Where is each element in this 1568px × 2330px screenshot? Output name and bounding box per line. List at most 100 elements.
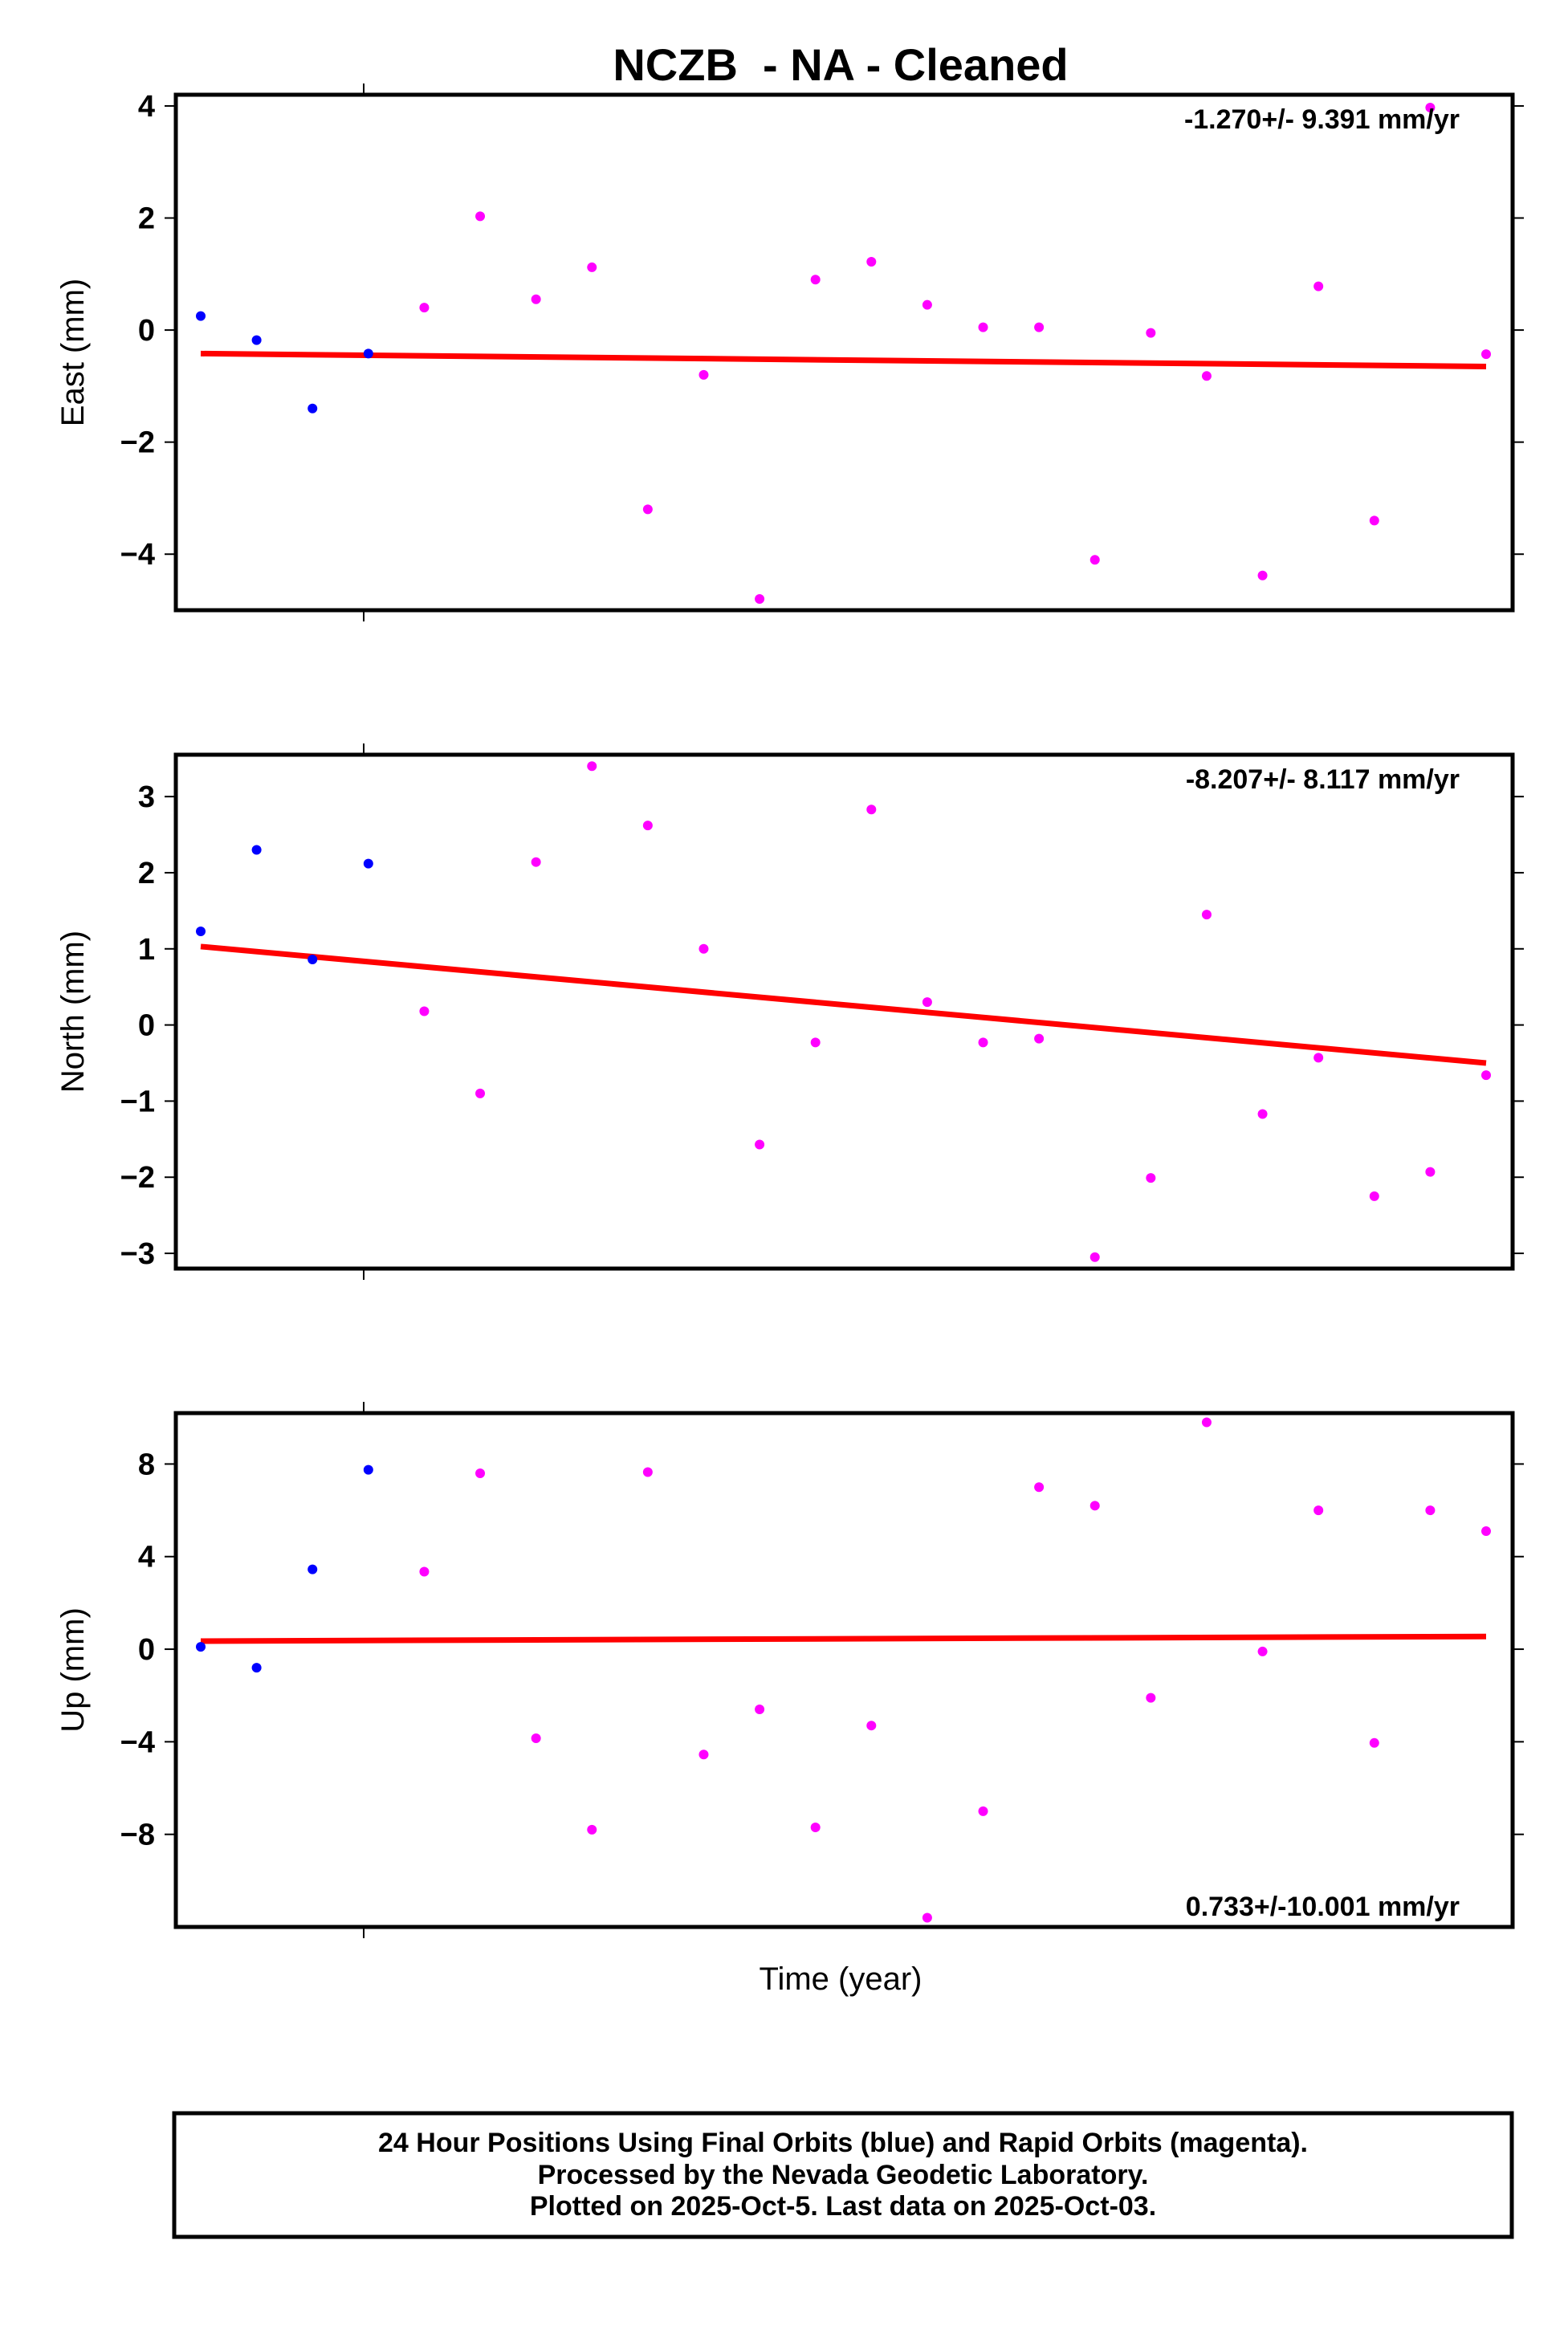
- up-ytick-label: 0: [138, 1633, 155, 1667]
- east-rapid-point: [419, 303, 430, 313]
- up-panel: 8 4 0 −4 −8 Up (mm) 0.733+/-10.001 mm/yr: [55, 1402, 1524, 1938]
- north-rapid-point: [866, 805, 877, 815]
- east-rapid-point: [978, 322, 988, 332]
- north-rapid-point: [1201, 910, 1212, 920]
- chart-title: NCZB - NA - Cleaned: [613, 39, 1068, 90]
- east-final-point: [251, 335, 262, 345]
- east-rapid-point: [1425, 103, 1436, 113]
- up-rapid-point: [978, 1806, 988, 1816]
- north-final-point: [363, 858, 373, 869]
- up-rapid-point: [1481, 1526, 1491, 1537]
- panels: 4 2 0 −2 −4 East (mm) -1.270+/- 9.391 mm/yr 3 2 1…: [55, 84, 1524, 1938]
- north-ytick-label: 3: [138, 780, 155, 814]
- east-trend-line: [200, 350, 1487, 369]
- up-ytick-label: −8: [120, 1819, 155, 1852]
- up-rapid-point: [475, 1468, 486, 1478]
- north-rapid-point: [978, 1037, 988, 1048]
- north-rapid-point: [1034, 1033, 1045, 1044]
- up-trend-line: [200, 1633, 1487, 1644]
- east-final-point: [196, 311, 206, 321]
- up-rapid-point: [866, 1721, 877, 1731]
- east-rapid-point: [1257, 570, 1268, 580]
- north-rapid-point: [1146, 1173, 1156, 1183]
- north-rapid-point: [755, 1139, 765, 1150]
- up-rapid-point: [1369, 1737, 1379, 1748]
- north-rapid-point: [1257, 1109, 1268, 1119]
- north-rate-label: -8.207+/- 8.117 mm/yr: [1186, 764, 1460, 795]
- east-rapid-point: [642, 504, 653, 515]
- north-rapid-point: [475, 1088, 486, 1098]
- up-rapid-point: [531, 1733, 541, 1744]
- north-trend-line: [200, 943, 1487, 1066]
- north-rapid-point: [922, 997, 932, 1008]
- footer-line-1: 24 Hour Positions Using Final Orbits (bl…: [378, 2128, 1308, 2158]
- north-ytick-label: 0: [138, 1009, 155, 1043]
- east-panel: 4 2 0 −2 −4 East (mm) -1.270+/- 9.391 mm/yr: [55, 84, 1524, 621]
- up-rapid-point: [1257, 1646, 1268, 1656]
- up-rapid-point: [1201, 1417, 1212, 1428]
- north-rapid-point: [1425, 1167, 1436, 1177]
- east-ytick-label: 0: [138, 314, 155, 348]
- east-rapid-point: [866, 256, 877, 267]
- footer-box: [172, 2111, 1514, 2239]
- east-plot-frame: [173, 92, 1515, 613]
- up-rate-label: 0.733+/-10.001 mm/yr: [1186, 1892, 1460, 1922]
- up-rapid-point: [587, 1824, 597, 1835]
- north-rapid-point: [1481, 1070, 1491, 1081]
- up-ytick-label: 8: [138, 1448, 155, 1481]
- east-rapid-point: [810, 275, 821, 285]
- east-rapid-point: [587, 262, 597, 272]
- north-plot-frame: [173, 752, 1515, 1271]
- east-rapid-point: [1369, 515, 1379, 526]
- up-ytick-label: 4: [138, 1541, 155, 1574]
- north-rapid-point: [698, 943, 709, 954]
- east-ytick-label: 2: [138, 202, 155, 236]
- east-ytick-label: −4: [120, 538, 155, 572]
- north-y-axis-label: North (mm): [55, 931, 91, 1093]
- east-rate-label: -1.270+/- 9.391 mm/yr: [1184, 104, 1460, 135]
- up-ytick-label: −4: [120, 1725, 155, 1759]
- north-ytick-label: 2: [138, 857, 155, 890]
- north-ytick-label: 1: [138, 933, 155, 967]
- north-rapid-point: [531, 857, 541, 867]
- up-rapid-point: [1089, 1501, 1100, 1511]
- north-ytick-label: −2: [120, 1161, 155, 1195]
- north-rapid-point: [1089, 1252, 1100, 1262]
- up-rapid-point: [922, 1912, 932, 1923]
- up-rapid-point: [1425, 1505, 1436, 1516]
- up-rapid-point: [1034, 1482, 1045, 1493]
- east-final-point: [363, 348, 373, 359]
- north-rapid-point: [810, 1037, 821, 1048]
- east-rapid-point: [755, 594, 765, 605]
- east-rapid-point: [1089, 555, 1100, 565]
- east-rapid-point: [1313, 281, 1324, 291]
- north-ytick-label: −3: [120, 1237, 155, 1271]
- footer-line-2: Processed by the Nevada Geodetic Laborat…: [538, 2160, 1149, 2190]
- east-rapid-point: [922, 299, 932, 310]
- north-rapid-point: [419, 1006, 430, 1016]
- east-ytick-label: 4: [138, 90, 155, 124]
- east-rapid-point: [1034, 322, 1045, 332]
- north-final-point: [251, 845, 262, 855]
- up-rapid-point: [642, 1467, 653, 1477]
- north-rapid-point: [1369, 1191, 1379, 1201]
- x-axis-label: Time (year): [760, 1961, 922, 1997]
- up-rapid-point: [810, 1823, 821, 1833]
- up-final-point: [363, 1464, 373, 1475]
- east-rapid-point: [698, 369, 709, 380]
- north-rapid-point: [587, 761, 597, 772]
- north-rapid-point: [1313, 1053, 1324, 1063]
- up-rapid-point: [1146, 1693, 1156, 1703]
- up-y-axis-label: Up (mm): [55, 1607, 91, 1733]
- up-final-point: [196, 1642, 206, 1652]
- north-final-point: [307, 955, 318, 965]
- east-rapid-point: [1146, 328, 1156, 338]
- up-final-point: [307, 1564, 318, 1574]
- up-plot-frame: [173, 1411, 1515, 1929]
- up-rapid-point: [419, 1566, 430, 1577]
- north-rapid-point: [642, 821, 653, 831]
- east-rapid-point: [1201, 371, 1212, 381]
- up-rapid-point: [1313, 1505, 1324, 1516]
- footer-line-3: Plotted on 2025-Oct-5. Last data on 2025…: [530, 2191, 1156, 2222]
- east-rapid-point: [475, 211, 486, 222]
